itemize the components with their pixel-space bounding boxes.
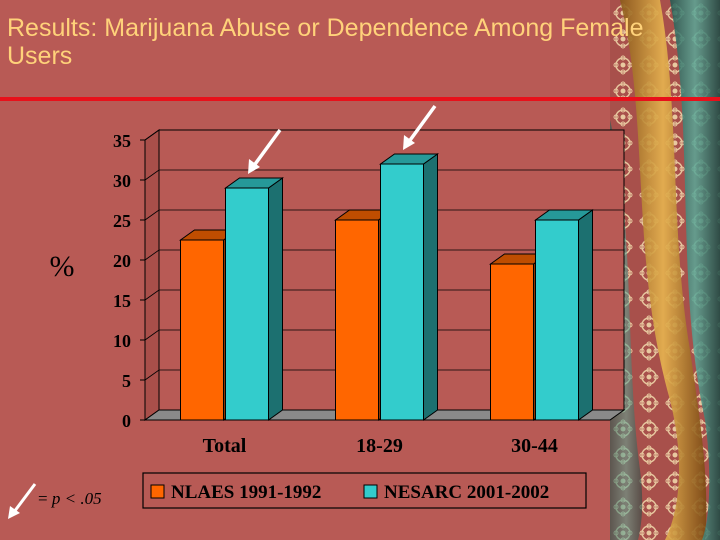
y-tick-label: 15	[113, 291, 131, 311]
legend-box	[142, 472, 587, 509]
y-tick-label: 25	[113, 211, 131, 231]
x-tick-label: 30-44	[511, 435, 558, 457]
y-tick-label: 20	[113, 251, 131, 271]
gridline	[144, 169, 624, 181]
bar-front	[380, 163, 424, 421]
white-arrow-icon	[248, 128, 282, 174]
x-tick-label: 18-29	[356, 435, 403, 457]
bar-nesarc-30-44	[533, 209, 595, 421]
footnote-prefix: =	[38, 489, 52, 508]
legend-label: NLAES 1991-1992	[171, 482, 321, 503]
slide-title: Results: Marijuana Abuse or Dependence A…	[7, 14, 644, 70]
bar-front	[535, 219, 579, 421]
y-axis-unit-label: %	[50, 250, 75, 283]
gridline	[144, 249, 624, 261]
chart-gridlines	[144, 129, 624, 381]
significance-arrows	[248, 104, 437, 174]
x-axis-ticks: Total 18-29 30-44	[203, 435, 558, 457]
bar-side	[423, 153, 438, 421]
bar-nesarc-18-29	[378, 153, 440, 421]
gridline	[144, 209, 624, 221]
gridline	[144, 329, 624, 341]
legend-swatch	[363, 484, 378, 499]
white-arrow-icon	[8, 483, 37, 519]
y-tick-label: 5	[122, 371, 131, 391]
gridline	[144, 129, 624, 141]
legend-swatch	[150, 484, 165, 499]
y-tick-label: 35	[113, 131, 131, 151]
legend-item: NLAES 1991-1992	[150, 482, 321, 503]
bar-front	[490, 263, 534, 421]
chart-bars	[178, 153, 595, 421]
bar-side	[268, 177, 283, 421]
white-arrow-icon	[403, 104, 437, 150]
gridline	[144, 369, 624, 381]
bar-nesarc-total	[223, 177, 285, 421]
legend-label: NESARC 2001-2002	[384, 482, 549, 503]
chart-legend: NLAES 1991-1992 NESARC 2001-2002	[142, 472, 587, 509]
bar-front	[225, 187, 269, 421]
gridline	[144, 289, 624, 301]
chart-side-wall	[144, 129, 160, 421]
y-tick-label: 10	[113, 331, 131, 351]
x-tick-label: Total	[203, 435, 247, 457]
bar-front	[180, 239, 224, 421]
svg-text:= p < .05: = p < .05	[38, 489, 102, 508]
footnote-stat: p < .05	[51, 489, 102, 508]
y-tick-label: 30	[113, 171, 131, 191]
title-divider	[0, 97, 720, 101]
y-axis-ticks: 0 5 10 15 20 25 30 35	[113, 131, 146, 431]
significance-footnote: = p < .05	[8, 483, 102, 519]
bar-front	[335, 219, 379, 421]
bar-side	[578, 209, 593, 421]
legend-item: NESARC 2001-2002	[363, 482, 549, 503]
y-tick-label: 0	[122, 411, 131, 431]
